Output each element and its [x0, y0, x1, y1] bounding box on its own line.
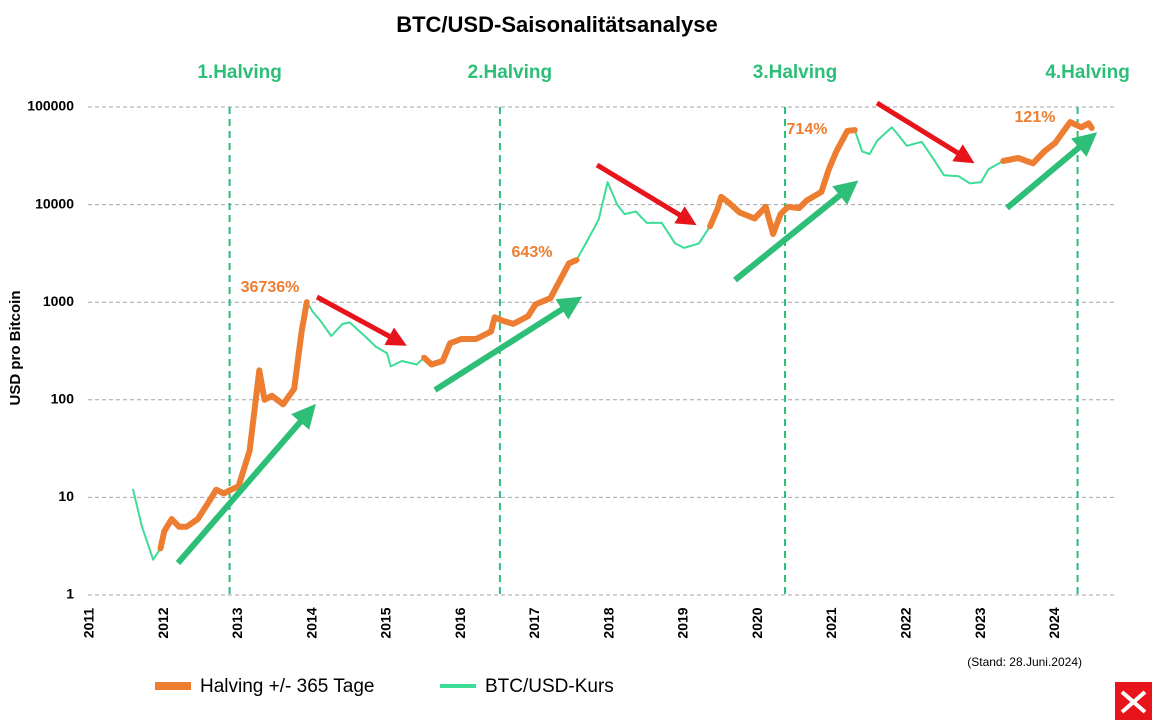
gain-label: 36736%: [241, 279, 300, 296]
x-tick-label: 2020: [749, 607, 765, 638]
y-tick-label: 1000: [43, 293, 74, 309]
note: (Stand: 28.Juni.2024): [967, 655, 1082, 669]
x-tick-label: 2019: [675, 607, 691, 638]
x-tick-label: 2024: [1046, 607, 1062, 638]
legend-label: BTC/USD-Kurs: [485, 676, 614, 697]
trend-arrow: [175, 403, 316, 565]
gain-label: 121%: [1015, 109, 1056, 126]
x-tick-label: 2015: [378, 607, 394, 638]
y-axis-label: USD pro Bitcoin: [7, 291, 24, 406]
drop-arrow: [595, 162, 697, 226]
gain-label: 714%: [787, 121, 828, 138]
trend-arrow: [433, 296, 583, 393]
trend-arrow: [1005, 132, 1098, 211]
trend-arrow: [733, 180, 859, 283]
drop-arrow: [875, 100, 975, 164]
logo: [1115, 682, 1152, 720]
halving-label: 3.Halving: [753, 62, 837, 83]
halving-label: 4.Halving: [1045, 62, 1129, 83]
x-tick-label: 2016: [452, 607, 468, 638]
arrows: [175, 100, 1098, 565]
y-tick-label: 1: [66, 586, 74, 602]
logo-mark: [1120, 690, 1147, 714]
drop-arrow: [315, 294, 407, 346]
gain-label: 643%: [512, 244, 553, 261]
x-tick-label: 2023: [972, 607, 988, 638]
x-tick-label: 2014: [303, 607, 319, 638]
x-tick-label: 2012: [155, 607, 171, 638]
y-tick-label: 10: [58, 488, 74, 504]
series-line: [157, 119, 1095, 552]
x-tick-label: 2022: [898, 607, 914, 638]
x-tick-label: 2017: [526, 607, 542, 638]
y-tick-label: 10000: [35, 195, 74, 211]
series-line: [132, 121, 1093, 561]
x-tick-label: 2021: [823, 607, 839, 638]
x-tick-label: 2011: [81, 608, 97, 639]
chart-title: BTC/USD-Saisonalitätsanalyse: [396, 12, 718, 37]
y-tick-label: 100: [51, 391, 75, 407]
y-tick-label: 100000: [27, 98, 74, 114]
halving-label: 2.Halving: [468, 62, 552, 83]
x-tick-label: 2018: [600, 607, 616, 638]
x-tick-label: 2013: [229, 607, 245, 638]
halving-label: 1.Halving: [197, 62, 281, 83]
legend-label: Halving +/- 365 Tage: [200, 676, 374, 697]
